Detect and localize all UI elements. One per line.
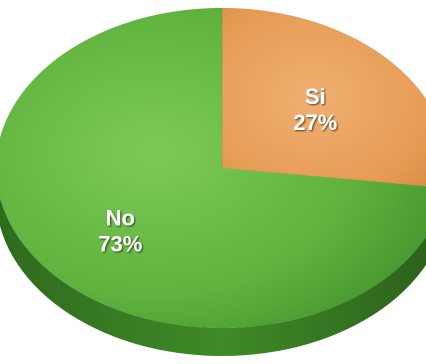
pie-slice-si xyxy=(221,7,426,187)
slice-value-si: 27% xyxy=(293,110,337,135)
slice-value-no: 73% xyxy=(98,231,142,256)
pie-slices xyxy=(0,7,426,329)
pie-slice-no xyxy=(0,7,426,329)
slice-label-no: No xyxy=(106,205,135,230)
slice-label-si: Si xyxy=(305,84,326,109)
pie-side-wall xyxy=(0,197,426,356)
